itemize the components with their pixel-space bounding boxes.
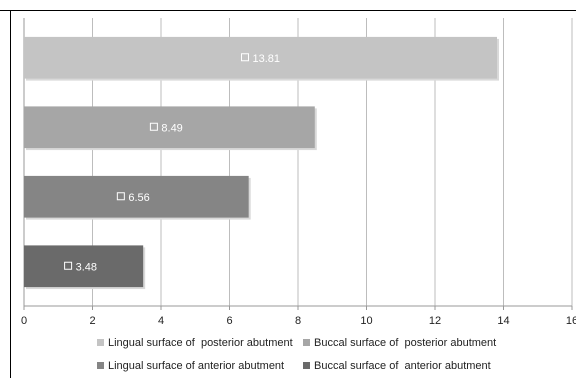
gridlines bbox=[23, 18, 573, 306]
data-label-marker bbox=[240, 53, 249, 62]
bars: 13.81 8.49 6.56 3.48 bbox=[24, 36, 499, 290]
bar-4 bbox=[24, 245, 144, 288]
frame-top-border bbox=[0, 10, 576, 11]
legend-label-3: Lingual surface of anterior abutment bbox=[108, 360, 284, 372]
tick-label-8: 8 bbox=[295, 315, 301, 327]
bar-1 bbox=[24, 36, 497, 79]
legend-label-2: Buccal surface of posterior abutment bbox=[314, 337, 496, 349]
tick-label-16: 16 bbox=[566, 315, 576, 327]
legend-swatch-4 bbox=[303, 362, 310, 369]
legend-swatch-3 bbox=[97, 362, 104, 369]
tick-label-4: 4 bbox=[158, 315, 164, 327]
data-label-3: 6.56 bbox=[128, 192, 149, 204]
data-label-marker bbox=[116, 192, 125, 201]
x-axis-ticks: 0 2 4 6 8 10 12 14 16 bbox=[21, 306, 576, 327]
tick-label-14: 14 bbox=[497, 315, 509, 327]
legend: Lingual surface of posterior abutment Buc… bbox=[97, 337, 496, 372]
legend-label-4: Buccal surface of anterior abutment bbox=[314, 360, 491, 372]
tick-label-2: 2 bbox=[89, 315, 95, 327]
data-label-2: 8.49 bbox=[161, 122, 182, 134]
legend-label-1: Lingual surface of posterior abutment bbox=[108, 337, 293, 349]
frame-left-border bbox=[10, 10, 11, 378]
data-label-1: 13.81 bbox=[252, 53, 280, 65]
bar-2 bbox=[24, 106, 315, 149]
data-label-4: 3.48 bbox=[76, 261, 97, 273]
tick-label-12: 12 bbox=[429, 315, 441, 327]
legend-swatch-2 bbox=[303, 339, 310, 346]
legend-swatch-1 bbox=[97, 339, 104, 346]
data-label-marker bbox=[149, 122, 158, 131]
bar-3 bbox=[24, 175, 249, 218]
tick-label-6: 6 bbox=[226, 315, 232, 327]
tick-label-10: 10 bbox=[360, 315, 372, 327]
tick-label-0: 0 bbox=[21, 315, 27, 327]
data-label-marker bbox=[64, 261, 73, 270]
